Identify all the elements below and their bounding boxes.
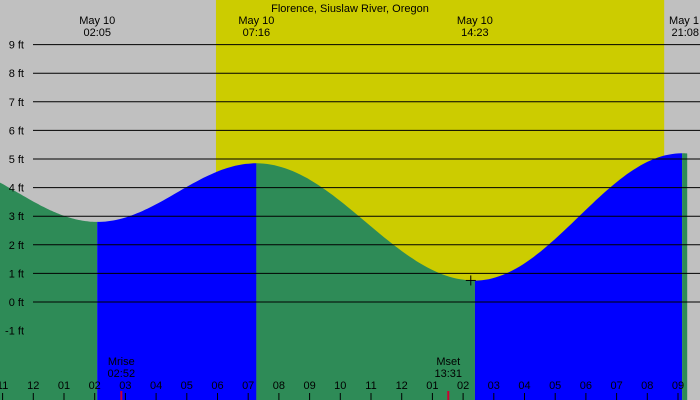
extreme-date-label: May 1 [669,15,699,27]
moon-event-label: Mrise [108,356,135,368]
x-tick-label: 06 [580,380,592,392]
extreme-time-label: 14:23 [461,27,489,39]
falling-tide-area [0,182,98,400]
x-tick-label: 07 [610,380,622,392]
labels-layer: 9 ft 8 ft 7 ft 6 ft 5 ft 4 ft 3 ft 2 ft 1 ft 0 ft… [0,15,699,392]
y-tick-label: 8 ft [9,68,24,80]
x-tick-label: 11 [0,380,8,392]
extreme-date-label: May 10 [238,15,274,27]
extreme-time-label: 02:05 [83,27,111,39]
moon-event-time: 02:52 [108,368,136,380]
x-tick-label: 01 [58,380,70,392]
y-tick-label: 3 ft [9,211,24,223]
gridlines-layer [2,44,700,400]
x-tick-label: 05 [181,380,193,392]
y-tick-label: 2 ft [9,240,24,252]
moon-event-label: Mset [436,356,460,368]
y-tick-label: 4 ft [9,183,24,195]
x-tick-label: 04 [150,380,162,392]
x-tick-label: 03 [119,380,131,392]
x-tick-label: 01 [426,380,438,392]
x-tick-label: 02 [89,380,101,392]
y-tick-label: -1 ft [5,326,24,338]
moon-event-time: 13:31 [435,368,463,380]
x-tick-label: 04 [518,380,530,392]
rising-tide-area [97,163,257,400]
extreme-time-label: 07:16 [243,27,271,39]
x-tick-label: 02 [457,380,469,392]
x-tick-label: 09 [303,380,315,392]
y-tick-label: 1 ft [9,268,24,280]
y-tick-label: 0 ft [9,297,24,309]
extreme-date-label: May 10 [79,15,115,27]
chart-title: Florence, Siuslaw River, Oregon [271,3,429,15]
rising-tide-area [474,153,683,400]
x-tick-label: 11 [365,380,376,392]
y-tick-label: 9 ft [9,40,24,52]
y-tick-label: 7 ft [9,97,24,109]
x-tick-label: 12 [396,380,408,392]
x-tick-label: 08 [273,380,285,392]
extreme-date-label: May 10 [457,15,493,27]
x-tick-label: 08 [641,380,653,392]
y-tick-label: 6 ft [9,125,24,137]
x-tick-label: 05 [549,380,561,392]
x-tick-label: 07 [242,380,254,392]
extreme-time-label: 21:08 [671,27,699,39]
falling-tide-area [256,163,475,400]
x-tick-label: 09 [672,380,684,392]
falling-tide-area [682,153,688,400]
x-tick-label: 12 [27,380,39,392]
tide-curve-layer [0,153,688,400]
x-tick-label: 06 [211,380,223,392]
x-tick-label: 10 [334,380,346,392]
x-tick-label: 03 [488,380,500,392]
y-tick-label: 5 ft [9,154,24,166]
